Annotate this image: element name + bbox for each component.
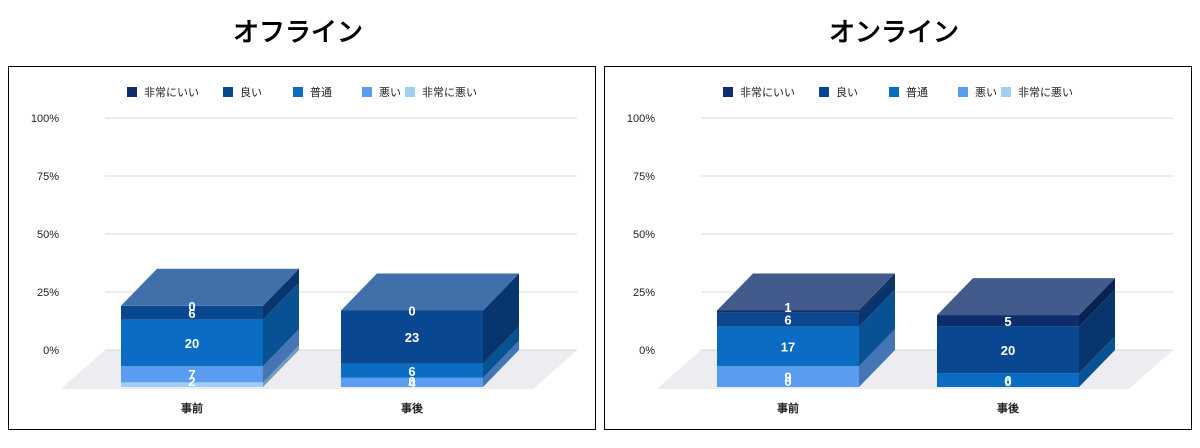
bar-top-face xyxy=(717,273,895,311)
data-label: 5 xyxy=(1004,314,1011,329)
legend-label-5: 非常に悪い xyxy=(422,86,477,99)
legend-swatch-3 xyxy=(293,87,303,97)
bar-side-悪い xyxy=(263,329,299,383)
legend-swatch-1 xyxy=(127,87,137,97)
bar-side-非常にいい xyxy=(859,273,895,313)
data-label: 23 xyxy=(405,330,419,345)
bar-side-非常にいい xyxy=(1079,278,1115,327)
bar-side-悪い xyxy=(859,329,895,387)
y-tick-label: 75% xyxy=(37,171,59,183)
data-label: 0 xyxy=(1004,374,1011,389)
bar-side-悪い xyxy=(483,340,519,387)
bar-side-普通 xyxy=(859,289,895,367)
chart-panel-online: 非常にいい 良い 普通 悪い 非常に悪い 0% 25% 50% 75% 100% 0 9 17 6 1 事前 0… xyxy=(604,66,1192,430)
chart-offline: 非常にいい 良い 普通 悪い 非常に悪い0%25%50%75%100%272060事前0… xyxy=(31,85,577,415)
data-label: 4 xyxy=(408,375,416,390)
legend-label-2: 良い xyxy=(836,85,858,99)
legend-label-5: 非常に悪い xyxy=(1018,86,1073,99)
x-tick-label: 事前 xyxy=(181,401,203,415)
data-label: 0 xyxy=(408,303,415,318)
y-tick-label: 100% xyxy=(31,113,59,125)
bar-segment-良い xyxy=(341,310,483,364)
bar-segment-悪い xyxy=(341,377,483,387)
x-tick-label: 事後 xyxy=(401,401,424,415)
chart-title-online: オンライン xyxy=(828,18,959,48)
bar-side-良い xyxy=(483,273,519,364)
bar-segment-普通 xyxy=(717,326,859,367)
legend-label-2: 良い xyxy=(240,85,262,99)
legend-swatch-2 xyxy=(223,87,233,97)
data-label: 0 xyxy=(408,374,415,389)
y-tick-label: 0% xyxy=(639,345,655,357)
y-tick-label: 75% xyxy=(633,171,655,183)
legend-label-3: 普通 xyxy=(310,85,332,99)
data-label: 2 xyxy=(188,374,195,389)
legend-label-1: 非常にいい xyxy=(740,86,795,99)
bar-segment-普通 xyxy=(937,373,1079,387)
data-label: 9 xyxy=(784,370,791,385)
data-label: 6 xyxy=(784,313,791,328)
legend-label-4: 悪い xyxy=(379,86,401,99)
data-label: 1 xyxy=(784,300,791,315)
bar-segment-悪い xyxy=(121,366,263,383)
legend-label-1: 非常にいい xyxy=(144,86,199,99)
data-label: 20 xyxy=(1001,343,1015,358)
y-tick-label: 0% xyxy=(43,345,59,357)
legend-label-4: 悪い xyxy=(975,86,997,99)
bar-side-良い xyxy=(263,268,299,320)
legend-swatch-3 xyxy=(889,87,899,97)
legend-swatch-5 xyxy=(405,87,415,97)
data-label: 6 xyxy=(188,306,195,321)
bar-segment-非常にいい xyxy=(937,315,1079,327)
chart-title-offline: オフライン xyxy=(232,18,363,48)
data-label: 0 xyxy=(1004,374,1011,389)
bar-top-face xyxy=(937,278,1115,316)
data-label: 6 xyxy=(1004,373,1011,388)
y-tick-label: 25% xyxy=(37,287,59,299)
x-tick-label: 事前 xyxy=(777,401,799,415)
bar-side-普通 xyxy=(263,282,299,367)
legend-swatch-1 xyxy=(723,87,733,97)
x-tick-label: 事後 xyxy=(997,401,1020,415)
chart-panel-offline: 非常にいい 良い 普通 悪い 非常に悪い 0% 25% 50% 75% 100% 2 7 20 6 0 事前 0… xyxy=(8,66,596,430)
bar-side-普通 xyxy=(1079,336,1115,387)
bar-segment-非常に悪い xyxy=(121,382,263,387)
bar-side-良い xyxy=(859,275,895,327)
legend-swatch-4 xyxy=(958,87,968,97)
bar-segment-悪い xyxy=(717,366,859,387)
data-label: 17 xyxy=(781,339,795,354)
bar-segment-良い xyxy=(717,312,859,327)
y-tick-label: 50% xyxy=(37,229,59,241)
y-tick-label: 100% xyxy=(627,113,655,125)
data-label: 7 xyxy=(188,367,195,382)
bar-segment-良い xyxy=(937,326,1079,374)
bar-top-face xyxy=(341,273,519,311)
legend-swatch-5 xyxy=(1001,87,1011,97)
bar-segment-良い xyxy=(121,305,263,320)
bar-top-face xyxy=(121,268,299,306)
chart-online: 非常にいい 良い 普通 悪い 非常に悪い0%25%50%75%100%091761事前0… xyxy=(627,85,1173,415)
legend-label-3: 普通 xyxy=(906,85,928,99)
y-tick-label: 50% xyxy=(633,229,655,241)
y-tick-label: 25% xyxy=(633,287,655,299)
data-label: 0 xyxy=(188,299,195,314)
bar-segment-普通 xyxy=(121,319,263,367)
bar-side-普通 xyxy=(483,326,519,378)
legend-swatch-2 xyxy=(819,87,829,97)
bar-segment-非常にいい xyxy=(717,310,859,313)
bar-side-非常に悪い xyxy=(263,345,299,387)
data-label: 20 xyxy=(185,336,199,351)
data-label: 6 xyxy=(408,364,415,379)
bar-side-良い xyxy=(1079,289,1115,374)
bar-segment-普通 xyxy=(341,363,483,378)
legend-swatch-4 xyxy=(362,87,372,97)
data-label: 0 xyxy=(784,374,791,389)
